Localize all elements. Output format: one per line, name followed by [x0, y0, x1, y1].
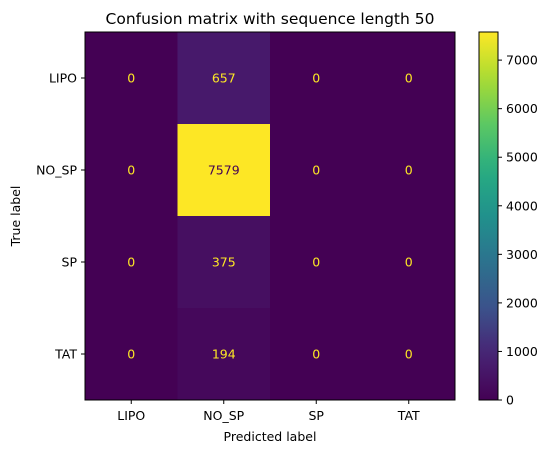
heatmap-cell	[177, 124, 271, 217]
colorbar-tick-label: 6000	[506, 101, 538, 116]
y-tick-label: LIPO	[49, 71, 77, 86]
x-tick-label: LIPO	[117, 408, 145, 423]
cell-value-label: 0	[405, 71, 413, 86]
heatmap-cell-labels: 0 657 0 0 0 7579 0 0 0 375 0 0 0 194 0 0	[127, 71, 413, 362]
heatmap-cell	[177, 216, 271, 309]
y-tick-label: SP	[62, 255, 78, 270]
cell-value-label: 0	[127, 347, 135, 362]
heatmap-cell	[85, 216, 178, 309]
x-axis-ticks: LIPO NO_SP SP TAT	[117, 400, 420, 423]
heatmap-cell	[85, 124, 178, 217]
x-tick-label: SP	[309, 408, 325, 423]
cell-value-label: 0	[312, 347, 320, 362]
heatmap-cell	[177, 308, 271, 401]
colorbar-tick-label: 1000	[506, 344, 538, 359]
heatmap-cell	[270, 124, 363, 217]
heatmap-cell	[270, 216, 363, 309]
cell-value-label: 0	[405, 255, 413, 270]
colorbar-tick-label: 7000	[506, 53, 538, 68]
cell-value-label: 0	[312, 71, 320, 86]
y-tick-label: TAT	[54, 347, 77, 362]
cell-value-label: 0	[127, 255, 135, 270]
x-axis-label: Predicted label	[224, 429, 317, 444]
cell-value-label: 194	[212, 347, 236, 362]
cell-value-label: 0	[127, 71, 135, 86]
colorbar-tick-label: 3000	[506, 247, 538, 262]
cell-value-label: 0	[312, 163, 320, 178]
heatmap-cells	[85, 32, 456, 401]
cell-value-label: 7579	[208, 163, 240, 178]
chart-title: Confusion matrix with sequence length 50	[106, 10, 435, 28]
heatmap-cell	[270, 308, 363, 401]
cell-value-label: 657	[212, 71, 236, 86]
heatmap-cell	[85, 32, 178, 125]
plot-frame	[84, 31, 456, 401]
y-axis-ticks: LIPO NO_SP SP TAT	[36, 71, 85, 362]
colorbar-ticks: 0 1000 2000 3000 4000 5000 6000 7000	[498, 53, 538, 408]
heatmap-cell	[270, 32, 363, 125]
heatmap-cell	[85, 308, 178, 401]
colorbar	[478, 31, 499, 401]
heatmap-cell	[362, 308, 456, 401]
cell-value-label: 0	[405, 163, 413, 178]
heatmap-cell	[177, 32, 271, 125]
y-tick-label: NO_SP	[36, 163, 77, 178]
heatmap-cell	[362, 32, 456, 125]
colorbar-tick-label: 5000	[506, 150, 538, 165]
colorbar-tick-label: 0	[506, 393, 514, 408]
cell-value-label: 375	[212, 255, 236, 270]
heatmap-cell	[362, 124, 456, 217]
cell-value-label: 0	[405, 347, 413, 362]
cell-value-label: 0	[312, 255, 320, 270]
x-tick-label: NO_SP	[203, 408, 244, 423]
cell-value-label: 0	[127, 163, 135, 178]
y-axis-label: True label	[8, 186, 23, 248]
heatmap-cell	[362, 216, 456, 309]
colorbar-tick-label: 2000	[506, 295, 538, 310]
x-tick-label: TAT	[397, 408, 420, 423]
colorbar-tick-label: 4000	[506, 198, 538, 213]
